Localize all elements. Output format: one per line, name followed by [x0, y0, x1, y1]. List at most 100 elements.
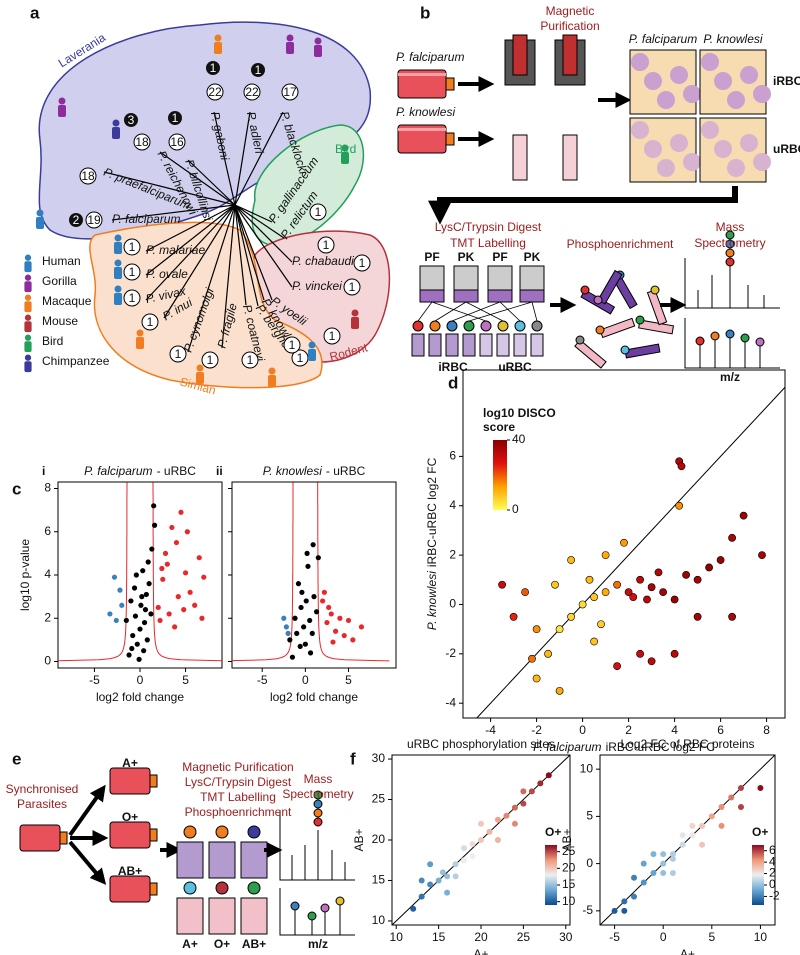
data-point [555, 686, 564, 695]
shape [208, 897, 236, 935]
shape [428, 333, 442, 357]
data-point [126, 652, 132, 658]
data-point [679, 841, 686, 848]
shape [644, 140, 662, 158]
data-point [498, 580, 506, 589]
data-point [287, 637, 293, 643]
x-tick-label: 4 [671, 723, 678, 737]
y-tick-label: 5 [586, 809, 593, 823]
x-tick-label: -5 [257, 673, 268, 687]
data-point [528, 788, 535, 795]
x-axis-label: P. falciparum iRBC-uRBC log2 FC [533, 740, 715, 754]
shape [187, 204, 236, 353]
data-point [670, 649, 679, 658]
y-axis-label: log10 p-value [18, 539, 32, 611]
shape [701, 121, 719, 139]
data-point [551, 580, 559, 589]
data-point [281, 615, 287, 621]
shape [453, 289, 479, 303]
legend-label: Chimpanzee [42, 354, 110, 368]
data-point [148, 611, 154, 617]
data-point [739, 511, 748, 520]
step-title: Spectrometry [282, 787, 353, 801]
count-badge [123, 289, 141, 307]
shape [514, 320, 526, 332]
species-count: 1 [289, 338, 296, 352]
shape [428, 186, 738, 225]
shape [727, 159, 745, 177]
data-point [693, 575, 702, 584]
x-axis-label: log2 fold change [270, 690, 358, 704]
data-point [133, 572, 139, 578]
marked-count: 1 [255, 63, 262, 77]
data-point [119, 602, 125, 608]
data-point [117, 587, 123, 593]
subpanel-label: ii [216, 464, 223, 478]
count-badge [281, 83, 299, 101]
data-point [693, 612, 702, 621]
shape [519, 289, 545, 303]
data-point [199, 615, 205, 621]
species-count: 22 [245, 85, 259, 99]
data-point [307, 617, 313, 624]
species-count: 17 [283, 85, 297, 99]
shape [145, 204, 236, 252]
step-title: Purification [540, 19, 599, 33]
data-point [159, 565, 165, 572]
plot-frame [231, 481, 397, 669]
data-point [708, 813, 715, 820]
count-badge [133, 133, 151, 151]
x-tick-label: 0 [302, 673, 309, 687]
data-point [461, 857, 468, 864]
shape [468, 301, 533, 322]
species-count: 1 [175, 347, 182, 361]
species-count: 22 [208, 85, 222, 99]
shape [19, 824, 61, 852]
species-count: 1 [297, 351, 304, 365]
simian-region [89, 221, 323, 389]
data-point [520, 788, 527, 795]
species-count: 1 [359, 256, 366, 270]
shape [247, 881, 261, 895]
threshold-curve [152, 482, 222, 662]
shape [145, 204, 236, 301]
ms-axis: m/z [308, 937, 328, 951]
data-point [136, 656, 142, 662]
y-tick-label: 0 [449, 597, 456, 611]
shape [753, 85, 771, 103]
data-point [298, 604, 304, 611]
data-point [611, 907, 618, 914]
shape [434, 301, 467, 322]
data-point [175, 594, 181, 600]
shape [710, 331, 720, 341]
shape [109, 875, 151, 903]
host-icon [136, 337, 144, 349]
host-icon [58, 105, 66, 117]
data-point [728, 533, 736, 542]
host-icon [114, 242, 122, 254]
y-axis-label-italic: P. knowlesi [425, 571, 439, 630]
data-point [330, 639, 336, 645]
data-point [670, 595, 679, 604]
colorbar-tick-label: -2 [769, 889, 780, 903]
x-tick-label: 5 [345, 673, 352, 687]
data-point [728, 794, 735, 801]
data-point [461, 845, 468, 852]
data-point [640, 860, 647, 867]
data-point [140, 568, 146, 574]
channel-label: O+ [214, 937, 230, 951]
shape [593, 295, 603, 305]
x-tick-label: 0 [579, 723, 586, 737]
x-tick-label: 15 [432, 930, 446, 944]
host-icon [341, 144, 349, 152]
species-count: 18 [135, 135, 149, 149]
data-point [435, 877, 442, 884]
data-point [682, 570, 690, 579]
data-point [689, 822, 696, 829]
legend-label: Human [42, 254, 81, 268]
data-point [590, 593, 598, 601]
host-icon [314, 37, 322, 45]
shape [103, 171, 236, 206]
shape [725, 257, 735, 267]
x-tick-label: -5 [609, 930, 620, 944]
